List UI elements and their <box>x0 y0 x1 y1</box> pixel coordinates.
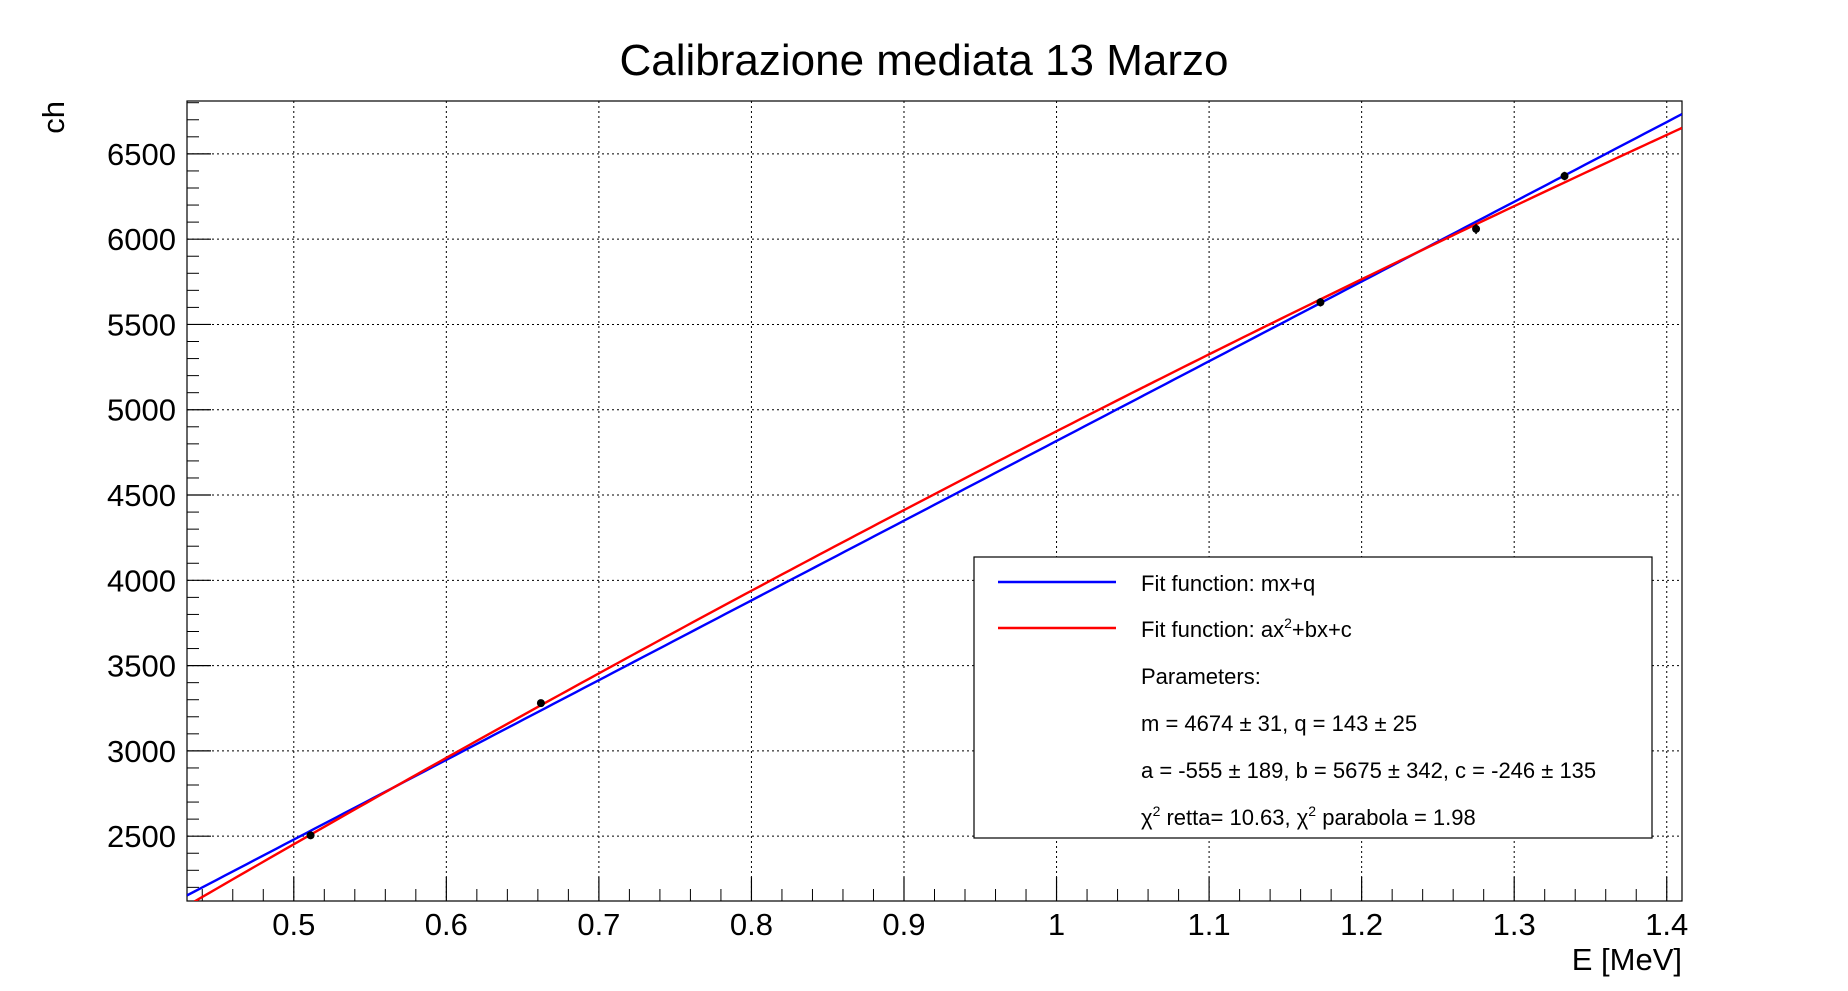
data-point <box>306 831 315 840</box>
chart-title: Calibrazione mediata 13 Marzo <box>620 36 1229 85</box>
y-tick-label: 6500 <box>107 137 176 172</box>
y-tick-labels: 2500 3000 3500 4000 4500 5000 5500 6000 6500 <box>107 137 176 854</box>
x-tick-label: 1.3 <box>1493 907 1536 942</box>
x-tick-label: 1.1 <box>1188 907 1231 942</box>
legend: Fit function: mx+q Fit function: ax2+bx+… <box>973 556 1653 839</box>
legend-linear-parameters: m = 4674 ± 31, q = 143 ± 25 <box>1141 711 1417 736</box>
x-tick-label: 1 <box>1048 907 1065 942</box>
y-tick-label: 2500 <box>107 819 176 854</box>
x-tick-label: 0.9 <box>882 907 925 942</box>
y-tick-label: 5500 <box>107 307 176 342</box>
legend-parameters-heading: Parameters: <box>1141 664 1261 689</box>
data-point <box>536 699 545 708</box>
data-point <box>1472 224 1481 233</box>
y-tick-label: 3500 <box>107 649 176 684</box>
x-tick-label: 0.5 <box>272 907 315 942</box>
x-tick-label: 0.6 <box>425 907 468 942</box>
y-tick-label: 6000 <box>107 222 176 257</box>
x-axis-label: E [MeV] <box>1572 942 1682 977</box>
x-tick-label: 0.8 <box>730 907 773 942</box>
x-tick-label: 0.7 <box>577 907 620 942</box>
data-point <box>1560 172 1569 181</box>
series-line-quadratic-fit <box>194 126 1682 901</box>
data-points <box>306 171 1569 840</box>
x-tick-label: 1.2 <box>1340 907 1383 942</box>
legend-box <box>973 556 1653 839</box>
legend-quadratic-parameters: a = -555 ± 189, b = 5675 ± 342, c = -246… <box>1141 758 1596 783</box>
legend-chi-square: χ2 retta= 10.63, χ2 parabola = 1.98 <box>1141 803 1476 830</box>
y-tick-label: 5000 <box>107 393 176 428</box>
legend-label-quadratic: Fit function: ax2+bx+c <box>1141 615 1352 642</box>
y-tick-label: 4000 <box>107 563 176 598</box>
legend-label-linear: Fit function: mx+q <box>1141 571 1315 596</box>
y-tick-label: 4500 <box>107 478 176 513</box>
x-tick-labels: 0.5 0.6 0.7 0.8 0.9 1 1.1 1.2 1.3 1.4 <box>272 907 1688 942</box>
axis-ticks <box>187 102 1668 901</box>
y-tick-label: 3000 <box>107 734 176 769</box>
data-point <box>1316 298 1325 307</box>
x-tick-label: 1.4 <box>1645 907 1688 942</box>
y-axis-label: ch <box>36 101 71 134</box>
